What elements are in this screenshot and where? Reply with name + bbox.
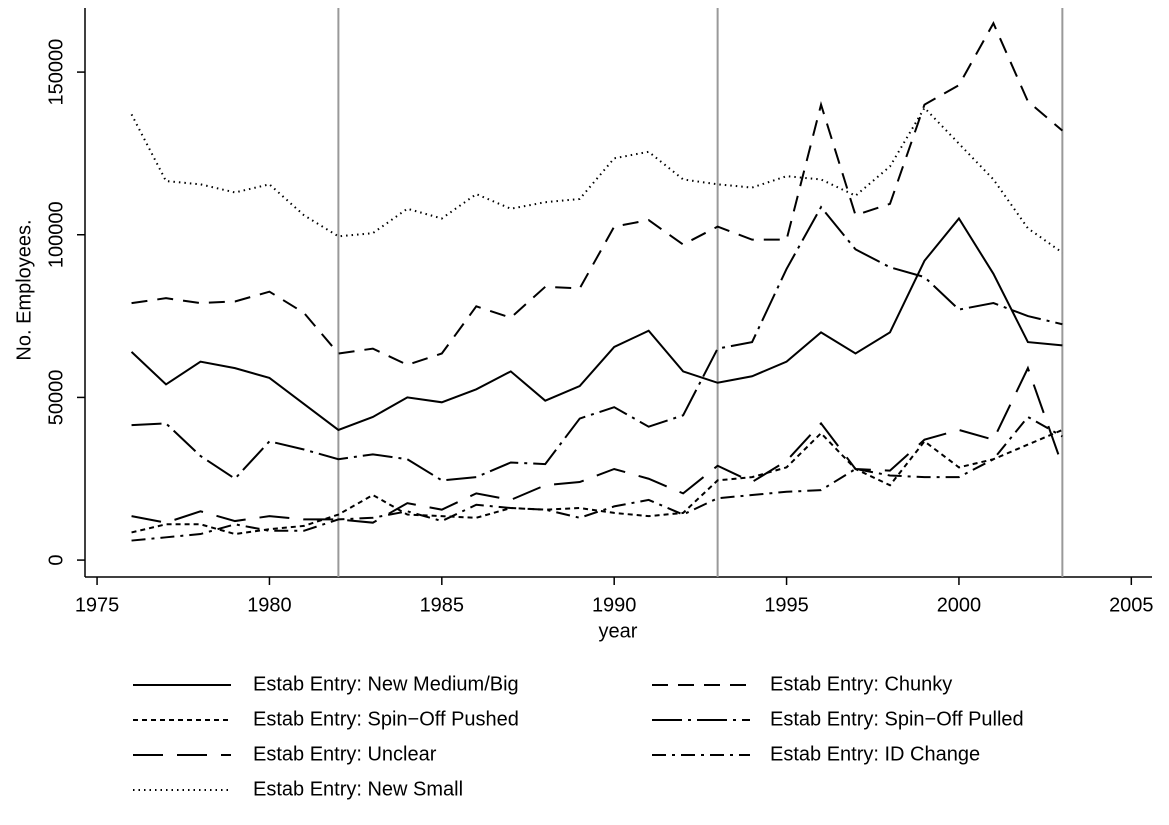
y-tick-label: 50000	[45, 370, 67, 426]
x-tick-label: 1990	[592, 594, 637, 616]
x-tick-label: 2000	[937, 594, 982, 616]
x-tick-label: 1985	[420, 594, 465, 616]
series-line	[130, 106, 1063, 254]
x-axis-title: year	[599, 620, 638, 642]
x-tick-label: 1975	[75, 594, 120, 616]
y-tick-label: 150000	[45, 39, 67, 106]
series-line	[131, 365, 1064, 524]
legend-label: Estab Entry: New Small	[253, 778, 463, 800]
legend-label: Estab Entry: Chunky	[770, 673, 952, 695]
y-tick-label: 0	[45, 555, 67, 566]
y-axis-title: No. Employees.	[13, 219, 35, 360]
legend-label: Estab Entry: ID Change	[770, 743, 980, 765]
legend-label: Estab Entry: Spin−Off Pushed	[253, 708, 519, 730]
series-line	[131, 21, 1064, 366]
series-line	[131, 429, 1063, 536]
series-line	[130, 216, 1063, 432]
x-tick-label: 2005	[1109, 594, 1154, 616]
series-line	[131, 415, 1063, 542]
x-tick-label: 1995	[764, 594, 809, 616]
legend-label: Estab Entry: Spin−Off Pulled	[770, 708, 1024, 730]
x-tick-label: 1980	[247, 594, 292, 616]
legend-label: Estab Entry: New Medium/Big	[253, 673, 519, 695]
y-tick-label: 100000	[45, 201, 67, 268]
legend-label: Estab Entry: Unclear	[253, 743, 437, 765]
series-line	[131, 205, 1063, 482]
